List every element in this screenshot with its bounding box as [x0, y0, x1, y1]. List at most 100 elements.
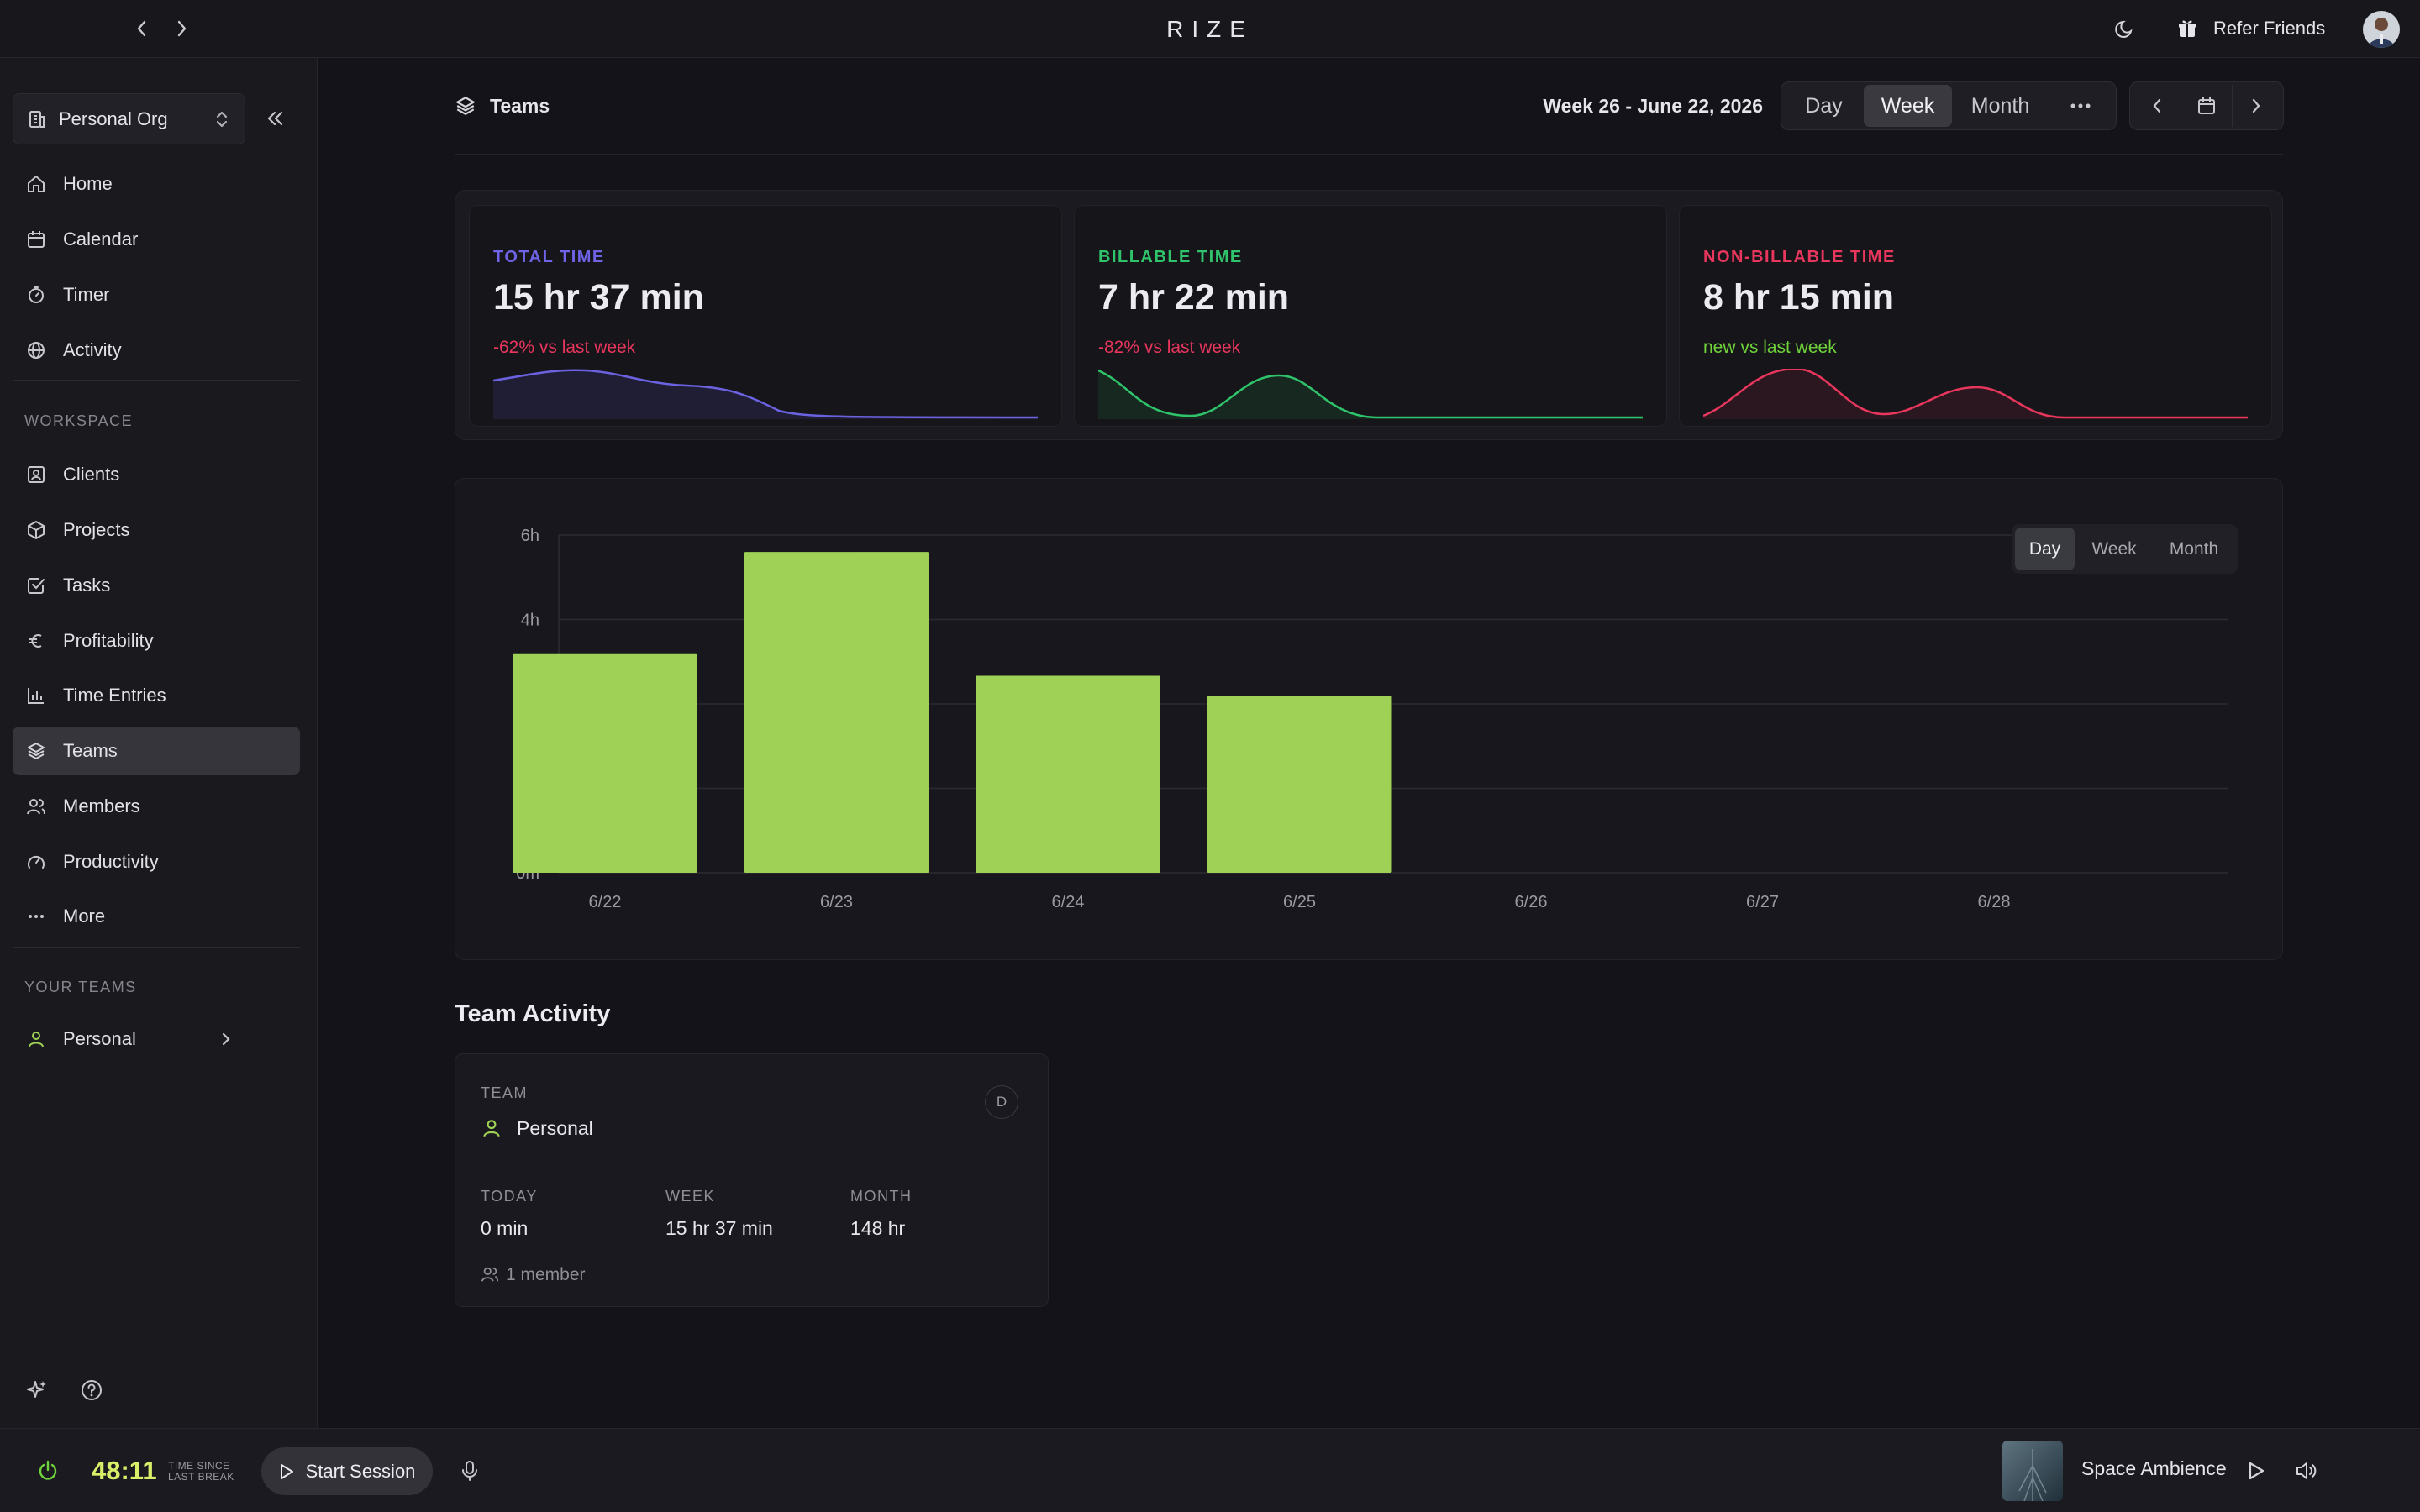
org-name: Personal Org — [59, 108, 168, 129]
range-day-tab[interactable]: Day — [1805, 93, 1843, 118]
sidebar-item-productivity[interactable]: Productivity — [13, 837, 300, 886]
refer-friends-label: Refer Friends — [2213, 18, 2326, 39]
y-tick-label: 6h — [521, 527, 539, 545]
stat-change: -82% vs last week — [1098, 338, 1241, 357]
chart-day-tab[interactable]: Day — [2015, 528, 2075, 570]
sidebar-item-label: Home — [63, 173, 113, 194]
sidebar-item-label: Activity — [63, 339, 122, 360]
since-line-2: LAST BREAK — [168, 1471, 234, 1483]
bottom-bar: 48:11 TIME SINCE LAST BREAK Start Sessio… — [0, 1428, 2420, 1512]
power-icon[interactable] — [34, 1457, 62, 1485]
chevron-updown-icon — [214, 108, 229, 130]
bar-6/24[interactable] — [976, 675, 1160, 874]
play-icon[interactable] — [2242, 1457, 2270, 1485]
sidebar-item-members[interactable]: Members — [13, 782, 300, 831]
sidebar-item-home[interactable]: Home — [13, 160, 300, 208]
stat-value: 7 hr 22 min — [1098, 277, 1290, 318]
sidebar-item-activity[interactable]: Activity — [13, 326, 300, 375]
stat-value: 15 hr 37 min — [493, 277, 704, 318]
divider — [13, 947, 300, 948]
team-badge: D — [985, 1085, 1018, 1119]
refer-friends-button[interactable]: Refer Friends — [2176, 13, 2325, 44]
stats-panel: TOTAL TIME 15 hr 37 min -62% vs last wee… — [455, 190, 2283, 440]
prev-week-icon[interactable] — [2133, 85, 2181, 127]
layers-icon — [24, 739, 48, 763]
bar-6/22[interactable] — [513, 653, 697, 873]
back-arrow-icon[interactable] — [129, 15, 155, 42]
help-icon[interactable] — [77, 1376, 106, 1404]
sidebar-item-label: Teams — [63, 740, 118, 761]
y-tick-label: 4h — [521, 612, 539, 630]
stat-label: BILLABLE TIME — [1098, 248, 1243, 266]
chart-week-tab[interactable]: Week — [2091, 538, 2137, 559]
break-timer: 48:11 — [92, 1456, 157, 1485]
sparkle-icon[interactable] — [23, 1376, 51, 1404]
sidebar-item-clients[interactable]: Clients — [13, 450, 300, 499]
user-icon — [481, 1117, 502, 1139]
team-name: Personal — [517, 1117, 593, 1139]
contact-icon — [24, 463, 48, 486]
layers-icon — [455, 95, 476, 117]
team-card[interactable]: TEAM Personal D TODAY 0 min WEEK 15 hr 3… — [455, 1053, 1049, 1307]
org-switcher[interactable]: Personal Org — [13, 93, 245, 144]
more-options-icon[interactable] — [2049, 85, 2112, 127]
sidebar-item-projects[interactable]: Projects — [13, 506, 300, 554]
divider — [13, 380, 300, 381]
week-label: WEEK — [666, 1188, 716, 1205]
next-week-icon[interactable] — [2233, 85, 2281, 127]
calendar-picker-icon[interactable] — [2181, 85, 2233, 127]
team-label: TEAM — [481, 1084, 529, 1101]
sidebar-item-label: Time Entries — [63, 685, 166, 706]
user-avatar[interactable] — [2363, 11, 2400, 48]
team-activity-title: Team Activity — [455, 1000, 611, 1027]
moon-icon[interactable] — [2111, 14, 2139, 43]
x-tick-label: 6/27 — [1746, 893, 1779, 911]
sidebar-item-label: Projects — [63, 519, 130, 540]
collapse-sidebar-icon[interactable] — [263, 105, 288, 132]
stat-change: new vs last week — [1703, 338, 1837, 357]
stat-card-billable: BILLABLE TIME 7 hr 22 min -82% vs last w… — [1074, 205, 1667, 427]
volume-icon[interactable] — [2292, 1457, 2321, 1485]
more-icon — [24, 905, 48, 928]
start-session-label: Start Session — [305, 1460, 416, 1482]
bar-6/25[interactable] — [1207, 695, 1392, 873]
microphone-icon[interactable] — [455, 1457, 484, 1485]
building-icon — [27, 109, 47, 129]
since-line-1: TIME SINCE — [168, 1460, 230, 1472]
sidebar-item-time-entries[interactable]: Time Entries — [13, 671, 300, 720]
sidebar-item-more[interactable]: More — [13, 892, 300, 941]
week-value: 15 hr 37 min — [666, 1217, 773, 1239]
chevron-right-icon — [219, 1029, 233, 1049]
calendar-icon — [24, 228, 48, 251]
your-teams-section-title: YOUR TEAMS — [24, 979, 137, 995]
sidebar-item-tasks[interactable]: Tasks — [13, 561, 300, 610]
sidebar-item-profitability[interactable]: Profitability — [13, 617, 300, 665]
month-label: MONTH — [850, 1188, 913, 1205]
x-tick-label: 6/23 — [820, 893, 853, 911]
stat-label: NON-BILLABLE TIME — [1703, 248, 1896, 266]
bar-6/23[interactable] — [744, 552, 929, 873]
user-icon — [24, 1027, 48, 1051]
members-icon — [481, 1265, 499, 1284]
gauge-icon — [24, 850, 48, 874]
range-month-tab[interactable]: Month — [1970, 93, 2030, 118]
range-week-tab[interactable]: Week — [1864, 85, 1952, 127]
workspace-section-title: WORKSPACE — [24, 412, 134, 429]
sidebar-item-teams[interactable]: Teams — [13, 727, 300, 775]
forward-arrow-icon[interactable] — [169, 15, 194, 42]
album-art-image — [2002, 1441, 2063, 1501]
play-icon — [279, 1463, 294, 1480]
start-session-button[interactable]: Start Session — [261, 1447, 433, 1495]
chart-month-tab[interactable]: Month — [2169, 538, 2219, 559]
sidebar-item-label: Timer — [63, 284, 110, 305]
sidebar-item-calendar[interactable]: Calendar — [13, 215, 300, 264]
x-tick-label: 6/28 — [1978, 893, 2011, 911]
bar-chart-icon — [24, 684, 48, 707]
globe-icon — [24, 339, 48, 362]
x-tick-label: 6/24 — [1052, 893, 1085, 911]
sidebar-team-personal[interactable]: Personal — [13, 1015, 300, 1063]
song-title: Space Ambience — [2081, 1457, 2227, 1479]
today-value: 0 min — [481, 1217, 529, 1239]
sidebar-item-label: Productivity — [63, 851, 159, 872]
sidebar-item-timer[interactable]: Timer — [13, 270, 300, 319]
